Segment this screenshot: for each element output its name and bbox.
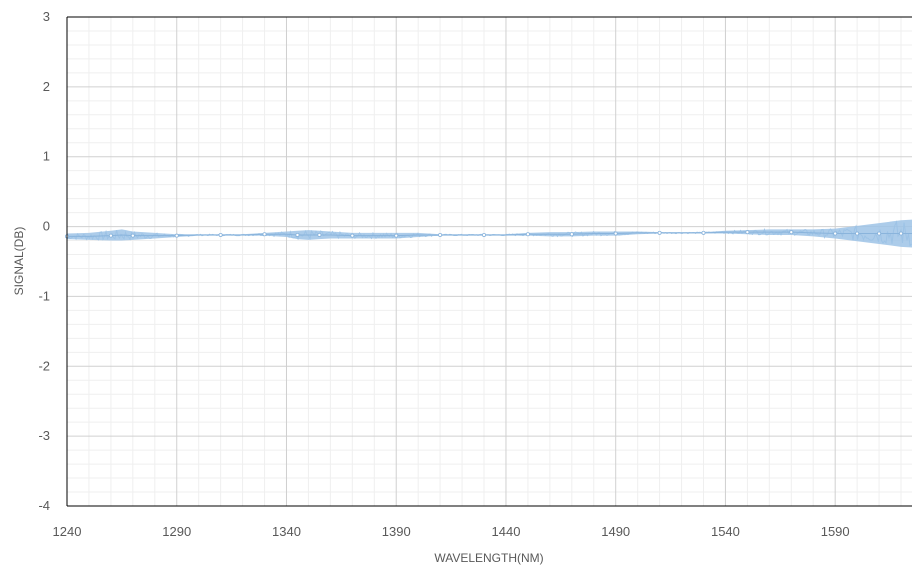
y-tick-label: 0 [43,219,50,234]
x-tick-label: 1290 [162,524,191,539]
x-tick-label: 1590 [821,524,850,539]
y-tick-labels: 3 2 1 0 -1 -2 -3 -4 [38,9,50,513]
series-marker [174,233,179,238]
series-marker [701,230,706,235]
y-tick-label: -3 [38,428,50,443]
series-layer [65,219,912,248]
series-marker [317,232,322,237]
y-tick-label: 2 [43,79,50,94]
x-axis-title: WAVELENGTH(NM) [434,551,543,565]
series-marker [877,231,882,236]
x-tick-label: 1390 [382,524,411,539]
series-marker [482,232,487,237]
series-marker [899,231,904,236]
y-axis-title: SIGNAL(DB) [12,227,26,296]
y-tick-label: -2 [38,358,50,373]
x-tick-label: 1340 [272,524,301,539]
series-marker [262,232,267,237]
minor-gridlines [67,17,912,506]
series-marker [108,233,113,238]
x-tick-label: 1490 [601,524,630,539]
series-marker [613,231,618,236]
y-tick-label: -4 [38,498,50,513]
series-marker [218,232,223,237]
series-marker [130,233,135,238]
series-marker [745,230,750,235]
y-tick-label: 1 [43,149,50,164]
x-tick-label: 1440 [492,524,521,539]
x-tick-label: 1540 [711,524,740,539]
series-marker [569,232,574,237]
y-tick-label: 3 [43,9,50,24]
series-marker [833,231,838,236]
series-noise-band [67,219,912,248]
major-gridlines [67,17,912,506]
series-marker [438,232,443,237]
x-tick-label: 1240 [53,524,82,539]
y-tick-label: -1 [38,288,50,303]
series-marker [657,230,662,235]
series-marker [394,233,399,238]
series-line [67,231,912,237]
series-marker [855,231,860,236]
series-marker [295,232,300,237]
x-tick-labels: 1240 1290 1340 1390 1440 1490 1540 1590 [53,524,850,539]
series-marker [350,233,355,238]
series-marker [789,230,794,235]
series-marker [525,232,530,237]
